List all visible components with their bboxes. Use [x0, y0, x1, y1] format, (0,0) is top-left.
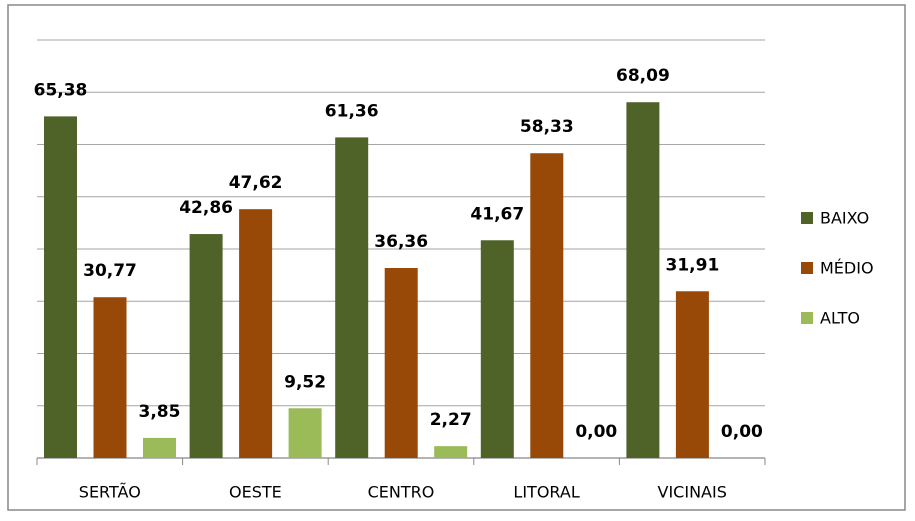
value-label: 42,86 — [179, 198, 233, 218]
value-label: 65,38 — [34, 80, 88, 100]
value-label: 3,85 — [139, 402, 181, 422]
value-label: 0,00 — [575, 422, 617, 442]
bar — [288, 408, 322, 458]
bar — [675, 291, 709, 458]
bar — [44, 116, 77, 459]
bar — [434, 446, 468, 458]
legend-label: ALTO — [820, 309, 860, 328]
chart-frame — [7, 4, 906, 511]
bar — [626, 102, 660, 459]
value-label: 41,67 — [470, 204, 524, 224]
legend-label: MÉDIO — [820, 259, 874, 278]
x-tick-label: VICINAIS — [658, 483, 727, 502]
legend-swatch — [801, 262, 813, 274]
bar — [143, 437, 176, 458]
value-label: 58,33 — [520, 117, 574, 137]
legend-swatch — [801, 312, 813, 324]
value-label: 30,77 — [83, 261, 137, 281]
value-label: 9,52 — [284, 372, 326, 392]
x-tick-label: LITORAL — [513, 483, 579, 502]
x-tick-label: CENTRO — [368, 483, 435, 502]
value-label: 31,91 — [666, 255, 720, 275]
bar — [480, 240, 514, 458]
x-tick-label: OESTE — [229, 483, 282, 502]
bar — [335, 137, 369, 459]
bar — [239, 209, 273, 458]
value-label: 68,09 — [616, 66, 670, 86]
value-label: 2,27 — [430, 410, 472, 430]
value-label: 36,36 — [374, 232, 428, 252]
legend-label: BAIXO — [820, 209, 869, 228]
value-label: 47,62 — [229, 173, 283, 193]
bar — [530, 153, 564, 458]
legend-swatch — [801, 212, 813, 224]
value-label: 61,36 — [325, 101, 379, 121]
bar — [93, 297, 127, 458]
value-label: 0,00 — [721, 422, 763, 442]
bar — [384, 268, 418, 458]
x-tick-label: SERTÃO — [79, 483, 141, 502]
bar — [189, 234, 223, 458]
